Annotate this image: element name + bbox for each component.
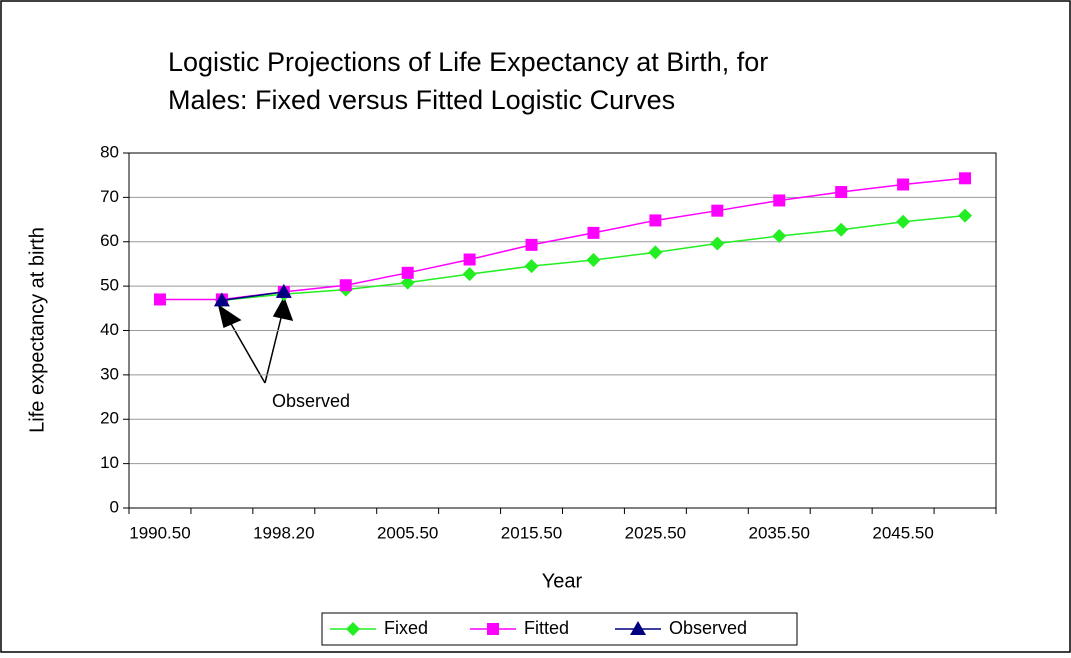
point bbox=[959, 172, 972, 185]
x-tick-label: 2005.50 bbox=[377, 523, 438, 542]
x-tick-label: 2035.50 bbox=[749, 523, 810, 542]
x-axis-label: Year bbox=[542, 570, 583, 592]
x-tick-label: 1998.20 bbox=[253, 523, 314, 542]
y-tick-label: 10 bbox=[100, 453, 119, 472]
point bbox=[649, 214, 662, 227]
point bbox=[524, 259, 539, 274]
point bbox=[275, 283, 292, 298]
point bbox=[896, 214, 911, 229]
point bbox=[401, 266, 414, 279]
point bbox=[525, 238, 538, 251]
point bbox=[711, 204, 724, 217]
point bbox=[897, 178, 910, 191]
point bbox=[462, 267, 477, 282]
y-tick-label: 60 bbox=[100, 231, 119, 250]
point bbox=[400, 275, 415, 290]
y-tick-label: 40 bbox=[100, 320, 119, 339]
legend-box bbox=[321, 612, 798, 646]
x-tick-label: 2025.50 bbox=[625, 523, 686, 542]
chart-title: Logistic Projections of Life Expectancy … bbox=[168, 47, 768, 77]
arrow-line bbox=[229, 321, 266, 384]
point bbox=[835, 186, 848, 199]
arrow-head bbox=[217, 304, 242, 329]
annotation: Observed bbox=[272, 391, 350, 411]
point bbox=[648, 245, 663, 260]
point bbox=[710, 236, 725, 251]
point bbox=[487, 623, 499, 635]
y-tick-label: 0 bbox=[110, 497, 119, 516]
x-tick-label: 2015.50 bbox=[501, 523, 562, 542]
y-tick-label: 30 bbox=[100, 364, 119, 383]
point bbox=[153, 293, 166, 306]
point bbox=[213, 292, 230, 307]
series-line bbox=[159, 177, 966, 301]
point bbox=[773, 194, 786, 207]
point bbox=[587, 226, 600, 239]
legend-label: Observed bbox=[669, 618, 747, 638]
point bbox=[346, 622, 360, 636]
chart-title: Males: Fixed versus Fitted Logistic Curv… bbox=[168, 85, 675, 115]
y-axis-label: Life expectancy at birth bbox=[26, 227, 48, 433]
series-line bbox=[221, 291, 284, 302]
y-tick-label: 20 bbox=[100, 409, 119, 428]
x-tick-label: 1990.50 bbox=[129, 523, 190, 542]
point bbox=[834, 222, 849, 237]
annotation-arrows bbox=[217, 296, 294, 384]
arrow-line bbox=[264, 317, 282, 384]
point bbox=[772, 228, 787, 243]
point bbox=[339, 279, 352, 292]
point bbox=[958, 208, 973, 223]
y-tick-label: 50 bbox=[100, 276, 119, 295]
y-tick-label: 80 bbox=[100, 142, 119, 161]
legend-label: Fitted bbox=[524, 618, 569, 638]
arrow-head bbox=[272, 296, 294, 322]
x-tick-label: 2045.50 bbox=[872, 523, 933, 542]
point bbox=[630, 621, 646, 635]
point bbox=[463, 253, 476, 266]
legend-label: Fixed bbox=[384, 618, 428, 638]
y-tick-label: 70 bbox=[100, 187, 119, 206]
legend: Fixed Fitted Observed bbox=[321, 612, 798, 646]
point bbox=[586, 252, 601, 267]
